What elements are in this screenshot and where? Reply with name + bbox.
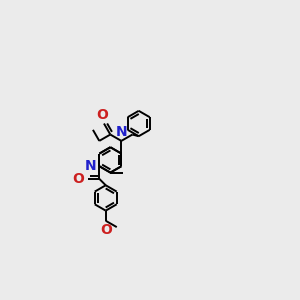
Text: N: N — [116, 125, 127, 139]
Text: O: O — [73, 172, 84, 186]
Text: O: O — [96, 107, 108, 122]
Text: N: N — [85, 159, 96, 173]
Text: O: O — [100, 223, 112, 237]
